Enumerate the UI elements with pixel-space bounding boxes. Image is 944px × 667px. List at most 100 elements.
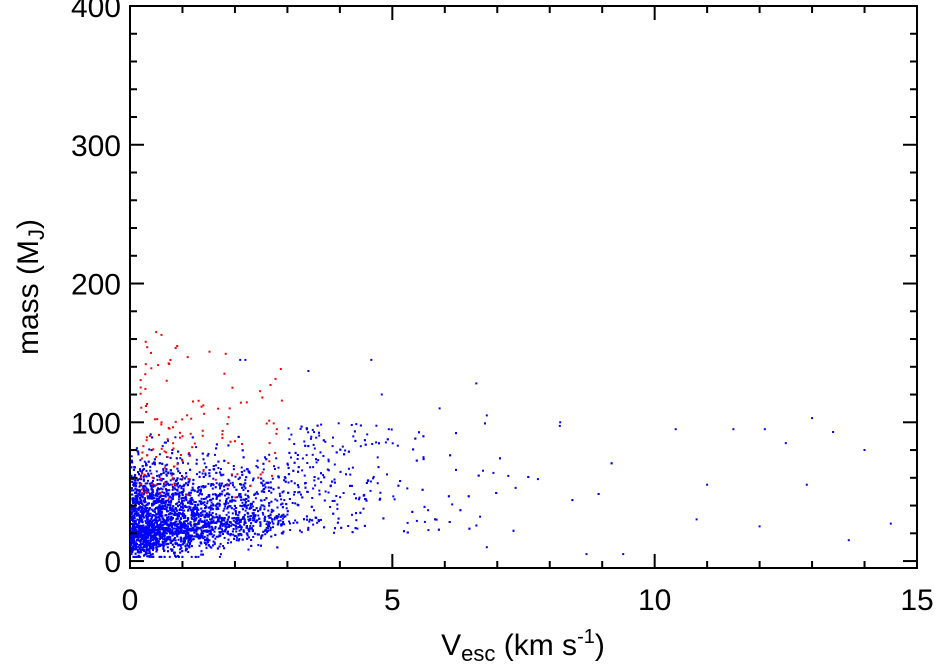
data-point (163, 535, 166, 538)
data-point (182, 476, 184, 479)
data-point (194, 503, 197, 506)
data-point (156, 525, 158, 528)
data-point (232, 499, 235, 502)
data-point (174, 521, 177, 524)
data-point (168, 528, 171, 531)
data-point (148, 508, 151, 511)
data-point (143, 473, 146, 476)
data-point (165, 379, 168, 382)
data-point (146, 522, 149, 525)
data-point (341, 445, 344, 448)
data-point (176, 535, 179, 538)
data-point (194, 555, 197, 558)
data-point (259, 499, 262, 502)
data-point (168, 530, 170, 533)
data-point (171, 539, 174, 542)
data-point (190, 511, 193, 514)
data-point (166, 463, 169, 466)
data-point (279, 519, 282, 522)
data-point (281, 517, 284, 520)
data-point (239, 525, 242, 527)
data-point (155, 501, 157, 504)
data-point (206, 523, 209, 526)
data-point (159, 510, 161, 513)
data-point (208, 475, 211, 478)
data-point (217, 407, 220, 410)
data-point (155, 542, 158, 545)
data-point (142, 536, 145, 539)
data-point (210, 522, 212, 525)
data-point (131, 551, 133, 553)
data-point (232, 468, 235, 471)
data-point (198, 537, 201, 540)
data-point (212, 519, 215, 522)
data-point (141, 525, 144, 527)
data-point (376, 456, 379, 459)
data-point (149, 531, 152, 533)
data-point (227, 502, 230, 505)
data-point (359, 445, 362, 448)
data-point (137, 526, 140, 529)
data-point (143, 491, 146, 494)
data-point (259, 473, 262, 476)
data-point (141, 511, 144, 514)
data-point (187, 532, 190, 534)
data-point (179, 517, 182, 520)
data-point (289, 529, 292, 531)
data-point (130, 517, 133, 520)
data-point (205, 505, 208, 508)
data-point (219, 487, 221, 490)
data-point (241, 501, 244, 504)
data-point (199, 527, 202, 530)
data-point (335, 451, 338, 454)
data-point (164, 527, 167, 530)
data-point (145, 518, 148, 521)
data-point (300, 493, 302, 496)
data-point (145, 462, 147, 465)
data-point (349, 473, 352, 476)
data-point (216, 516, 218, 519)
data-point (160, 499, 163, 502)
data-point (198, 513, 201, 516)
data-point (179, 527, 182, 530)
data-point (204, 525, 207, 528)
data-point (142, 489, 145, 492)
data-point (492, 471, 495, 474)
data-point (236, 473, 239, 476)
data-point (147, 510, 150, 513)
data-point (192, 482, 195, 485)
data-point (219, 485, 222, 488)
data-point (200, 534, 203, 537)
data-point (248, 530, 251, 533)
data-point (150, 555, 153, 558)
data-point (289, 522, 291, 525)
data-point (133, 541, 136, 544)
data-point (136, 539, 139, 541)
data-point (162, 544, 165, 547)
data-point (168, 523, 171, 526)
data-point (147, 489, 150, 492)
data-point (143, 531, 146, 534)
data-point (159, 507, 162, 510)
data-point (245, 526, 248, 529)
data-point (158, 504, 161, 507)
data-point (171, 488, 174, 491)
data-point (215, 496, 218, 499)
data-point (143, 508, 146, 511)
data-point (186, 414, 189, 417)
data-point (315, 461, 318, 464)
data-point (154, 538, 157, 541)
data-point (200, 500, 203, 503)
data-point (152, 541, 155, 544)
data-point (758, 525, 761, 528)
data-point (139, 476, 142, 479)
data-point (142, 468, 145, 471)
data-point (174, 511, 177, 514)
data-point (145, 464, 148, 467)
data-point (191, 538, 194, 541)
data-point (140, 539, 142, 542)
data-point (233, 534, 236, 537)
data-point (142, 545, 145, 548)
data-point (176, 532, 179, 535)
data-point (322, 474, 325, 477)
